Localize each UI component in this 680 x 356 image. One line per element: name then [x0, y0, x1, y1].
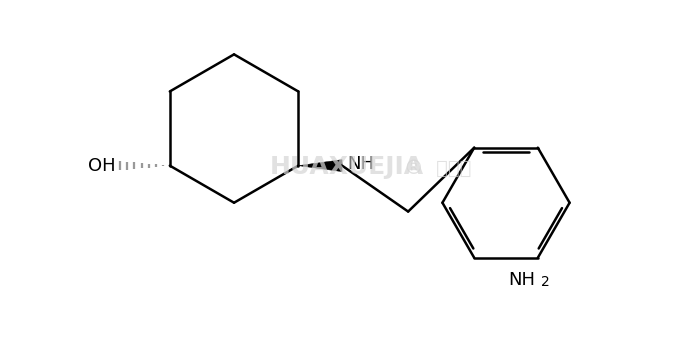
Text: NH: NH [508, 271, 535, 288]
Text: OH: OH [88, 157, 116, 175]
Polygon shape [299, 159, 342, 172]
Text: HUAXUEJIA: HUAXUEJIA [269, 156, 424, 179]
Text: ®  化学加: ® 化学加 [404, 159, 471, 178]
Text: NH: NH [347, 155, 374, 173]
Text: 2: 2 [541, 276, 549, 289]
